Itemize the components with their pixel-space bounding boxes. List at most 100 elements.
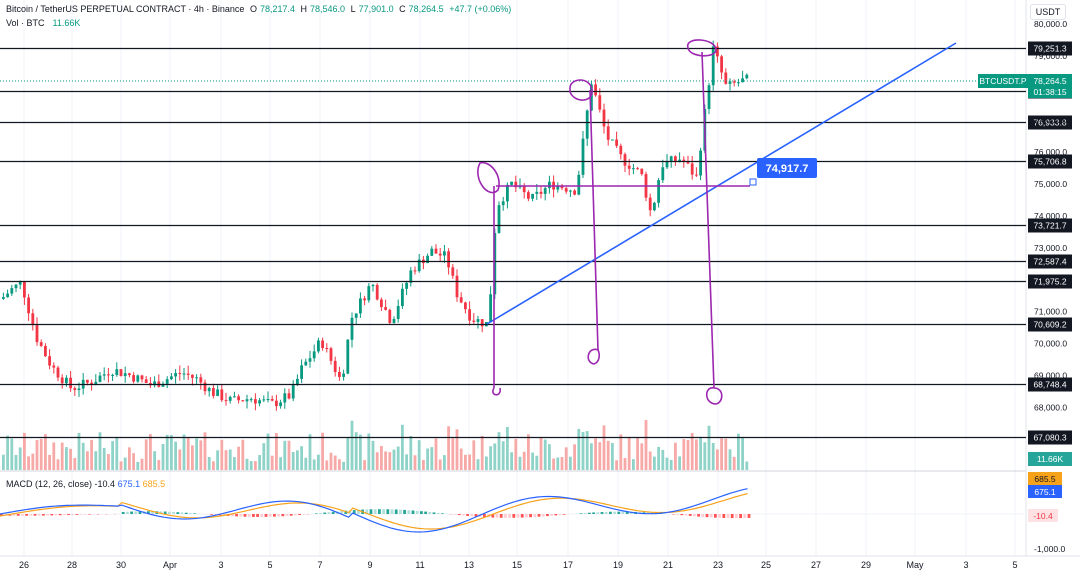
volume-bar	[262, 443, 266, 470]
time-tick: 30	[116, 560, 126, 570]
symbol-header[interactable]: Bitcoin / TetherUS PERPETUAL CONTRACT · …	[6, 4, 514, 14]
macd-histogram-bar	[193, 513, 196, 514]
level-label: 67,080.3	[1033, 433, 1066, 443]
macd-histogram-bar	[151, 511, 154, 514]
annotation-hook-1[interactable]	[492, 387, 501, 396]
macd-histogram-bar	[210, 514, 213, 515]
volume-bar	[716, 449, 719, 470]
volume-bar	[556, 457, 560, 470]
macd-histogram-bar	[268, 514, 272, 517]
annotation-loop-1[interactable]	[477, 161, 500, 194]
candle-body	[716, 46, 719, 57]
volume-bar	[254, 461, 257, 470]
macd-histogram-bar	[88, 514, 91, 515]
volume-bar	[52, 442, 56, 470]
candle-body	[489, 294, 492, 323]
annotation-loop-3[interactable]	[687, 39, 717, 57]
candles	[2, 40, 749, 411]
candle-body	[212, 387, 215, 396]
candle-body	[132, 375, 135, 382]
annotation-hook-2[interactable]	[587, 348, 600, 365]
candle-body	[39, 342, 43, 346]
macd-histogram-bar	[512, 514, 516, 518]
volume-bar	[107, 454, 110, 470]
volume-bar	[422, 459, 425, 470]
volume-bar	[346, 437, 350, 470]
macd-histogram-bar	[714, 514, 717, 518]
candle-body	[640, 168, 644, 175]
volume-bar	[585, 431, 589, 470]
price-tick: 76,000.0	[1034, 147, 1067, 157]
candle-body	[464, 302, 467, 310]
candle-body	[468, 309, 471, 321]
annotations	[477, 39, 750, 405]
macd-histogram-bar	[600, 512, 604, 514]
volume-bar	[640, 443, 644, 470]
macd-histogram-bar	[504, 514, 507, 518]
annotation-hook-3[interactable]	[705, 387, 723, 405]
level-label: 76,933.8	[1033, 118, 1066, 128]
volume-bar	[199, 440, 203, 470]
candle-body	[56, 367, 60, 378]
macd-histogram-bar	[407, 510, 411, 514]
candle-body	[245, 399, 249, 402]
candle-body	[136, 375, 140, 382]
candle-body	[107, 374, 110, 376]
macd-histogram-bar	[462, 514, 465, 516]
macd-legend[interactable]: MACD (12, 26, close) -10.4 675.1 685.5	[6, 479, 165, 489]
macd-badges: 685.5 675.1 -10.4	[1028, 472, 1062, 522]
volume-legend[interactable]: Vol · BTC 11.66K	[6, 18, 80, 28]
ohlc-low: 77,901.0	[358, 4, 394, 14]
currency-button[interactable]: USDT	[1030, 4, 1066, 20]
volume-bar	[321, 432, 324, 470]
candle-body	[476, 319, 480, 322]
macd-histogram-bar	[739, 514, 742, 519]
candle-body	[291, 385, 295, 399]
trendline[interactable]	[486, 42, 957, 325]
symbol-title[interactable]: Bitcoin / TetherUS PERPETUAL CONTRACT · …	[6, 4, 245, 14]
candle-body	[602, 109, 606, 127]
volume-bar	[489, 446, 492, 470]
volume-bar	[140, 458, 144, 470]
macd-histogram-bar	[16, 514, 20, 516]
candle-body	[527, 192, 530, 199]
annotation-vline-3[interactable]	[701, 51, 715, 389]
volume-bar	[102, 447, 106, 470]
annotation-loop-2[interactable]	[569, 79, 593, 101]
annotation-vline-2[interactable]	[589, 89, 599, 351]
volume-bar	[300, 446, 303, 470]
macd-histogram-bar	[701, 514, 705, 517]
macd-histogram-bar	[323, 512, 327, 514]
volume-bar	[10, 438, 14, 470]
volume-bar	[359, 434, 362, 470]
price-tick: 73,000.0	[1034, 243, 1067, 253]
time-tick: 15	[512, 560, 522, 570]
macd-histogram-bar	[33, 514, 37, 516]
macd-histogram-bar	[126, 511, 129, 514]
volume-bar	[329, 452, 333, 470]
volume-bar	[203, 432, 207, 470]
volume-bar	[296, 450, 299, 470]
macd-histogram-bar	[399, 509, 402, 514]
price-callout[interactable]: 74,917.7	[749, 158, 817, 186]
volume-bar	[338, 459, 341, 470]
volume-bar	[69, 448, 72, 470]
candle-body	[480, 319, 484, 327]
callout-label: 74,917.7	[766, 163, 809, 175]
volume-bar	[627, 437, 631, 470]
volume-bar	[90, 439, 93, 470]
macd-histogram-bar	[214, 514, 217, 516]
candle-body	[657, 180, 660, 203]
volume-bar	[485, 456, 488, 470]
volume-bar	[224, 450, 228, 470]
candle-body	[207, 387, 211, 392]
ohlc-open-label: O	[249, 4, 257, 14]
price-tick: 80,000.0	[1034, 19, 1067, 29]
candle-body	[220, 389, 224, 401]
volume-bars	[2, 419, 749, 470]
volume-value: 11.66K	[52, 18, 81, 28]
volume-bar	[241, 439, 245, 470]
macd-histogram-bar	[554, 514, 558, 516]
candle-body	[690, 163, 694, 175]
